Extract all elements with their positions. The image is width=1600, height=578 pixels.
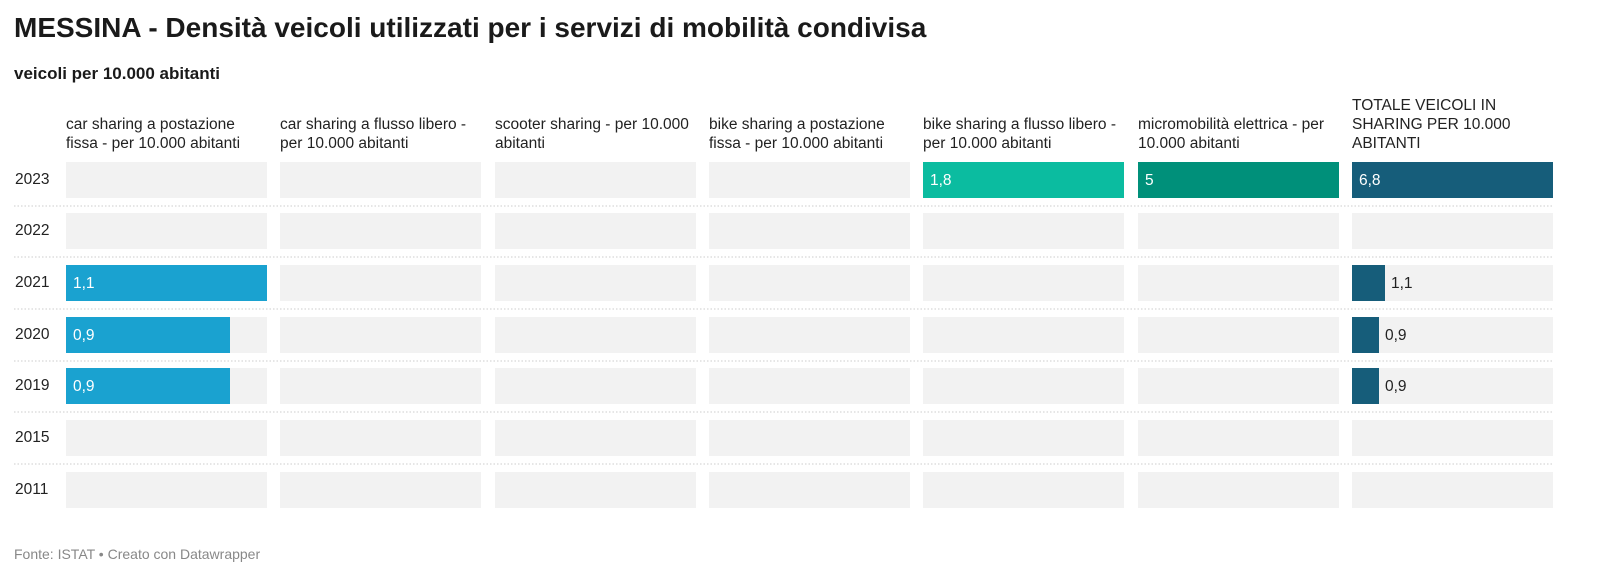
bar-track: [66, 420, 267, 456]
value-label-totale-veicoli-in-sharing-per-10-000-abi-2020: 0,9: [1385, 327, 1407, 344]
bar-track: [1138, 472, 1339, 508]
column-header-7: TOTALE VEICOLI IN SHARING PER 10.000 ABI…: [1352, 97, 1511, 152]
bar-track: [923, 368, 1124, 404]
chart-subtitle: veicoli per 10.000 abitanti: [14, 64, 220, 83]
row-label-2015: 2015: [15, 429, 50, 446]
chart-title: MESSINA - Densità veicoli utilizzati per…: [14, 12, 927, 43]
bar-car-sharing-a-postazione-fissa-per-10-00-2020: [66, 317, 230, 353]
bar-car-sharing-a-postazione-fissa-per-10-00-2021: [66, 265, 267, 301]
bar-track: [280, 213, 481, 249]
bar-track: [495, 420, 696, 456]
bar-track: [1352, 265, 1553, 301]
row-label-2011: 2011: [15, 481, 49, 498]
value-label-car-sharing-a-postazione-fissa-per-10-00-2020: 0,9: [73, 327, 95, 344]
bar-car-sharing-a-postazione-fissa-per-10-00-2019: [66, 368, 230, 404]
bar-track: [709, 368, 910, 404]
bar-track: [280, 368, 481, 404]
bar-track: [709, 162, 910, 198]
bar-track: [495, 265, 696, 301]
bar-track: [709, 420, 910, 456]
bar-track: [1352, 213, 1553, 249]
bar-track: [1138, 265, 1339, 301]
bar-totale-veicoli-in-sharing-per-10-000-abi-2020: [1352, 317, 1379, 353]
bar-track: [1352, 472, 1553, 508]
bar-track: [1138, 213, 1339, 249]
column-header-4: bike sharing a postazione fissa - per 10…: [709, 116, 885, 152]
bar-track: [495, 368, 696, 404]
bar-track: [923, 317, 1124, 353]
bar-track: [923, 265, 1124, 301]
source-note: Fonte: ISTAT • Creato con Datawrapper: [14, 546, 261, 562]
column-header-3: scooter sharing - per 10.000 abitanti: [495, 116, 689, 152]
row-label-2019: 2019: [15, 377, 50, 394]
bar-track: [709, 265, 910, 301]
bar-track: [1352, 368, 1553, 404]
bar-track: [923, 420, 1124, 456]
column-header-2: car sharing a flusso libero - per 10.000…: [280, 116, 467, 152]
bar-micromobilita-elettrica-per-10-000-abita-2023: [1138, 162, 1339, 198]
bar-totale-veicoli-in-sharing-per-10-000-abi-2021: [1352, 265, 1385, 301]
bar-track: [280, 472, 481, 508]
row-label-2021: 2021: [15, 274, 50, 291]
bar-track: [709, 317, 910, 353]
value-label-micromobilita-elettrica-per-10-000-abita-2023: 5: [1145, 172, 1154, 189]
bar-track: [495, 213, 696, 249]
bar-track: [280, 265, 481, 301]
bar-track: [495, 162, 696, 198]
value-label-car-sharing-a-postazione-fissa-per-10-00-2021: 1,1: [73, 275, 95, 292]
bar-track: [923, 213, 1124, 249]
bar-track: [66, 162, 267, 198]
column-header-5: bike sharing a flusso libero - per 10.00…: [923, 116, 1116, 152]
bar-track: [66, 472, 267, 508]
bar-track: [1138, 368, 1339, 404]
bar-track: [1352, 317, 1553, 353]
value-label-bike-sharing-a-flusso-libero-per-10-000--2023: 1,8: [930, 172, 952, 189]
bar-track: [495, 317, 696, 353]
bar-track: [709, 472, 910, 508]
bar-track: [280, 317, 481, 353]
value-label-totale-veicoli-in-sharing-per-10-000-abi-2023: 6,8: [1359, 172, 1381, 189]
bar-track: [66, 213, 267, 249]
bar-track: [1138, 317, 1339, 353]
row-label-2023: 2023: [15, 171, 50, 188]
bar-totale-veicoli-in-sharing-per-10-000-abi-2023: [1352, 162, 1553, 198]
bar-track: [280, 162, 481, 198]
bar-track: [709, 213, 910, 249]
bar-track: [280, 420, 481, 456]
value-label-car-sharing-a-postazione-fissa-per-10-00-2019: 0,9: [73, 378, 95, 395]
bar-track: [1352, 420, 1553, 456]
value-label-totale-veicoli-in-sharing-per-10-000-abi-2021: 1,1: [1391, 275, 1413, 292]
row-label-2022: 2022: [15, 222, 50, 239]
row-label-2020: 2020: [15, 326, 50, 343]
bar-track: [1138, 420, 1339, 456]
bar-track: [923, 472, 1124, 508]
column-header-1: car sharing a postazione fissa - per 10.…: [66, 116, 241, 152]
value-label-totale-veicoli-in-sharing-per-10-000-abi-2019: 0,9: [1385, 378, 1407, 395]
bar-bike-sharing-a-flusso-libero-per-10-000--2023: [923, 162, 1124, 198]
column-header-6: micromobilità elettrica - per 10.000 abi…: [1138, 116, 1325, 152]
bar-track: [495, 472, 696, 508]
bar-totale-veicoli-in-sharing-per-10-000-abi-2019: [1352, 368, 1379, 404]
